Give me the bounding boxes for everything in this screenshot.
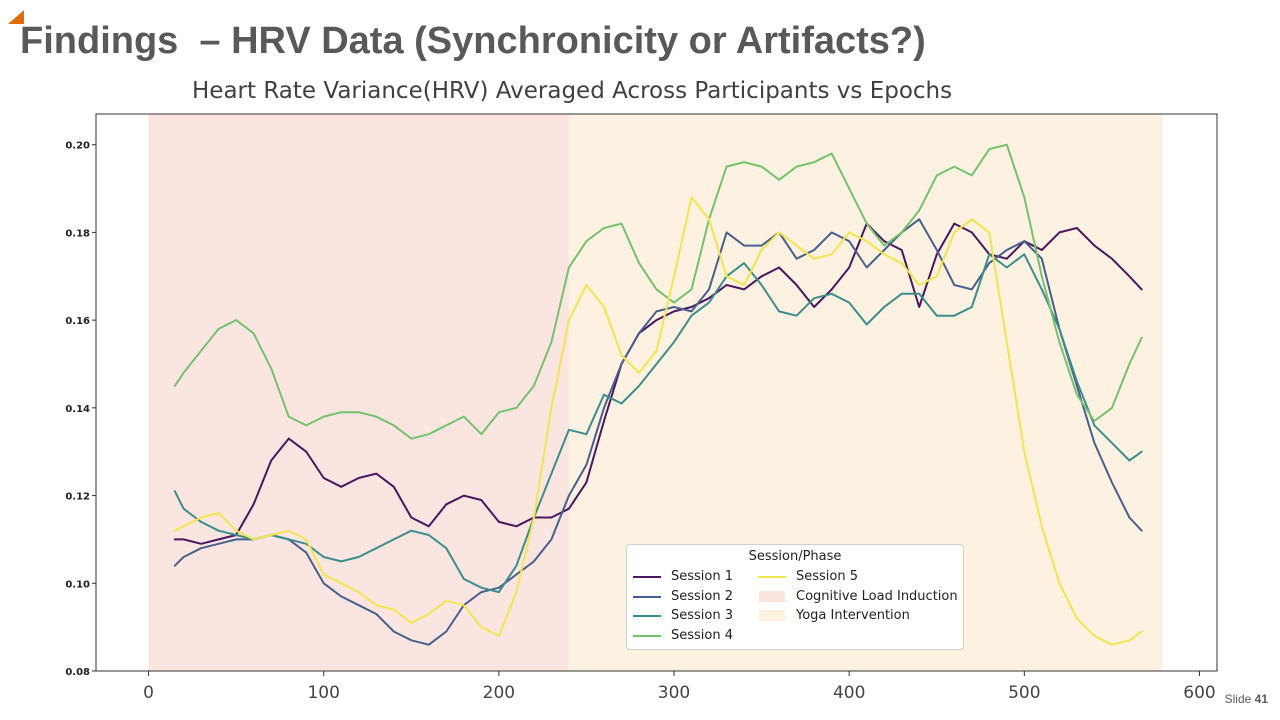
x-tick-label: 500 — [1008, 683, 1040, 703]
chart-title: Heart Rate Variance(HRV) Averaged Across… — [192, 78, 953, 104]
legend: Session/Phase Session 1 Session 2 Sessio… — [626, 544, 964, 650]
y-tick-label: 0.18 — [65, 228, 90, 239]
x-tick-label: 200 — [483, 683, 515, 703]
series-lines — [173, 143, 1143, 646]
x-tick-label: 100 — [307, 683, 339, 703]
corner-accent-triangle — [8, 10, 24, 24]
x-tick-label: 600 — [1183, 683, 1215, 703]
legend-item-session-3: Session 3 — [633, 608, 733, 623]
legend-label-session-5: Session 5 — [796, 569, 859, 584]
phase-band-cognitive-load — [148, 114, 569, 671]
slide-number-prefix: Slide — [1224, 692, 1255, 706]
series-line-session-1 — [173, 222, 1143, 545]
legend-swatch-session-2 — [633, 595, 661, 598]
legend-item-session-5: Session 5 — [758, 569, 858, 584]
legend-swatch-cognitive-load — [759, 591, 785, 602]
series-line-session-3 — [173, 253, 1143, 594]
legend-swatch-session-5 — [758, 575, 786, 578]
x-tick-label: 300 — [658, 683, 690, 703]
legend-label-session-4: Session 4 — [671, 628, 734, 643]
series-line-session-4 — [173, 143, 1143, 440]
slide-title: Findings – HRV Data (Synchronicity or Ar… — [20, 20, 926, 62]
legend-item-session-2: Session 2 — [633, 589, 733, 604]
x-axis-ticks: 0 100 200 300 400 500 600 — [143, 671, 1216, 703]
x-tick-label: 400 — [833, 683, 865, 703]
legend-label-session-3: Session 3 — [671, 608, 734, 623]
y-tick-label: 0.12 — [65, 492, 90, 503]
legend-title: Session/Phase — [748, 549, 842, 564]
legend-item-yoga: Yoga Intervention — [758, 608, 910, 623]
legend-label-session-2: Session 2 — [671, 589, 734, 604]
y-tick-label: 0.16 — [65, 316, 90, 327]
legend-label-session-1: Session 1 — [671, 569, 734, 584]
legend-label-yoga: Yoga Intervention — [796, 608, 910, 623]
slide-number: Slide 41 — [1225, 692, 1268, 706]
legend-swatch-session-1 — [633, 575, 661, 578]
legend-label-cognitive-load: Cognitive Load Induction — [796, 589, 958, 604]
y-tick-label: 0.10 — [65, 579, 90, 590]
legend-swatch-session-4 — [633, 634, 661, 637]
series-line-session-5 — [173, 196, 1143, 646]
legend-swatch-yoga — [759, 610, 785, 621]
y-axis-ticks: 0.08 0.10 0.12 0.14 0.16 0.18 0.20 — [65, 141, 96, 678]
legend-swatch-session-3 — [633, 614, 661, 617]
y-tick-label: 0.08 — [65, 667, 90, 678]
plot-frame — [95, 113, 1218, 672]
legend-item-session-4: Session 4 — [633, 628, 733, 643]
y-tick-label: 0.14 — [65, 404, 90, 415]
legend-item-cognitive-load: Cognitive Load Induction — [758, 589, 958, 604]
legend-item-session-1: Session 1 — [633, 569, 733, 584]
x-tick-label: 0 — [143, 683, 154, 703]
y-tick-label: 0.20 — [65, 141, 90, 152]
slide-number-value: 41 — [1254, 692, 1268, 706]
